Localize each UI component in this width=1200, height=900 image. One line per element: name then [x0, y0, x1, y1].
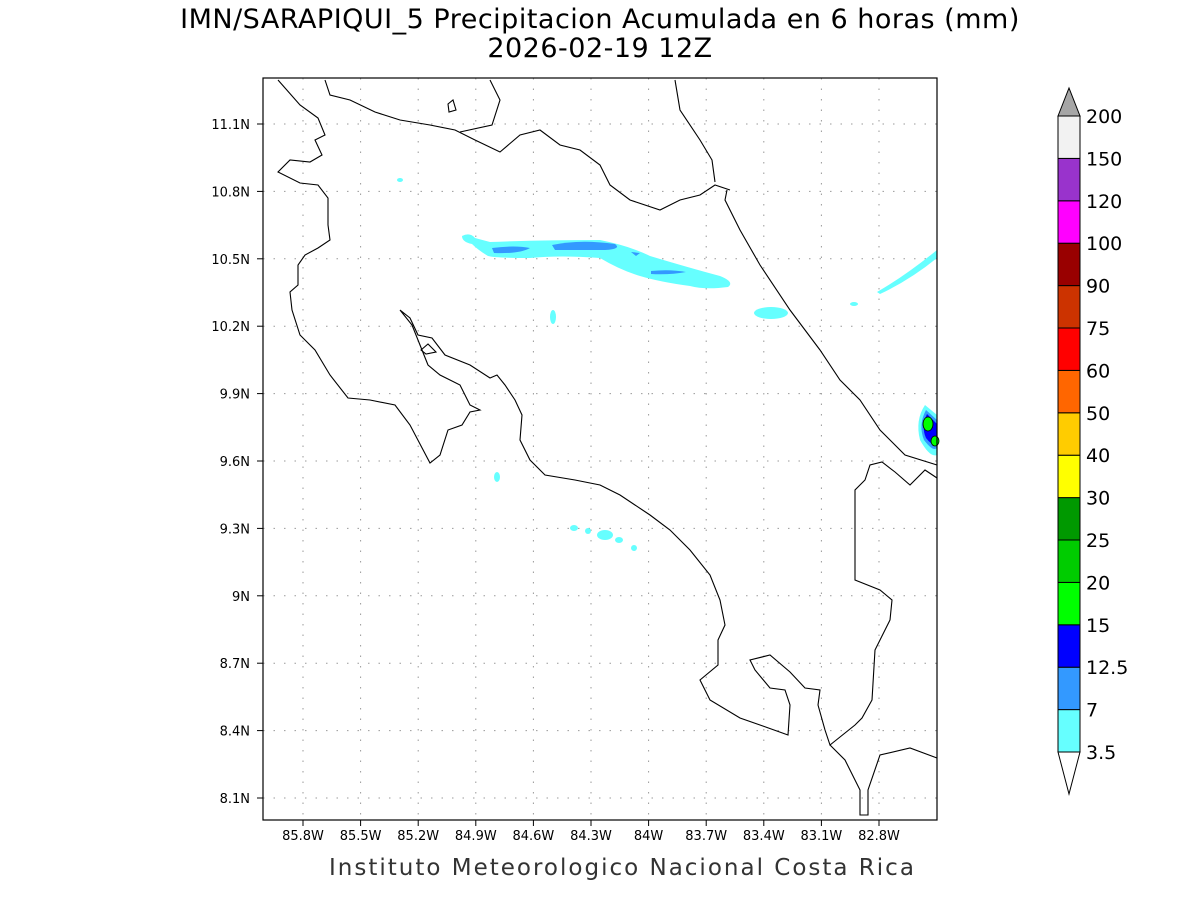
rain-cell-east-15b — [930, 435, 940, 447]
rain-patch — [397, 178, 403, 182]
lat-label: 8.7N — [220, 657, 250, 672]
colorbar-label: 40 — [1086, 445, 1110, 467]
colorbar-label: 50 — [1086, 403, 1110, 425]
colorbar-swatch — [1057, 666, 1081, 711]
colorbar-label: 30 — [1086, 488, 1110, 510]
colorbar-swatch — [1057, 454, 1081, 499]
lat-label: 11.1N — [211, 118, 250, 133]
colorbar-label: 120 — [1086, 191, 1122, 213]
lat-label: 8.4N — [220, 725, 250, 740]
lat-label: 9N — [232, 590, 250, 605]
lon-label: 85.5W — [340, 829, 382, 844]
rain-band-east — [877, 250, 937, 294]
lat-label: 9.9N — [220, 388, 250, 403]
map-title: IMN/SARAPIQUI_5 Precipitacion Acumulada … — [180, 4, 1020, 35]
colorbar-swatch — [1057, 285, 1081, 329]
colorbar-label: 12.5 — [1086, 657, 1128, 679]
san-juan-river — [674, 79, 716, 183]
coastlines — [277, 79, 938, 816]
colorbar-label: 3.5 — [1086, 742, 1116, 764]
rain-patch — [550, 310, 556, 324]
colorbar-swatch — [1057, 242, 1081, 287]
caribbean-coast — [724, 189, 938, 466]
lake-shore-north — [459, 79, 501, 133]
colorbar-swatch — [1057, 709, 1081, 753]
colorbar-label: 200 — [1086, 106, 1122, 128]
lon-label: 84.3W — [570, 829, 612, 844]
axis-labels: 85.8W 85.5W 85.2W 84.9W 84.6W 84.3W 84W 83.7W 83… — [211, 118, 900, 844]
lon-label: 85.2W — [397, 829, 439, 844]
rain-patch — [570, 525, 578, 531]
colorbar: 3.5 7 12.5 15 20 25 30 40 50 60 75 90 100 120 150 200 — [1057, 86, 1128, 796]
lon-label: 82.8W — [858, 829, 900, 844]
lon-label: 85.8W — [282, 829, 324, 844]
lat-label: 9.6N — [220, 455, 250, 470]
colorbar-swatch — [1057, 369, 1081, 414]
lon-label: 84.6W — [512, 829, 554, 844]
rain-patch — [585, 528, 591, 534]
colorbar-swatch — [1057, 200, 1081, 244]
pacific-coast-south — [829, 744, 938, 816]
lon-label: 83.1W — [800, 829, 842, 844]
colorbar-swatch — [1057, 115, 1081, 159]
precipitation-areas — [397, 178, 940, 551]
colorbar-label: 60 — [1086, 360, 1110, 382]
rain-band-core-3 — [631, 252, 640, 256]
rain-patch — [631, 545, 637, 551]
lon-label: 84W — [634, 829, 664, 844]
map-subtitle: 2026-02-19 12Z — [487, 33, 713, 64]
lon-label: 84.9W — [455, 829, 497, 844]
colorbar-swatch — [1057, 624, 1081, 668]
colorbar-over-triangle — [1057, 86, 1081, 117]
colorbar-swatch — [1057, 539, 1081, 583]
gridlines — [263, 78, 937, 820]
rain-band-core-1 — [492, 246, 530, 254]
footer-credit: Instituto Meteorologico Nacional Costa R… — [329, 855, 916, 881]
lat-label: 10.5N — [211, 253, 250, 268]
colorbar-label: 25 — [1086, 530, 1110, 552]
lat-label: 10.8N — [211, 185, 250, 200]
rain-patch — [494, 472, 500, 482]
colorbar-swatch — [1057, 157, 1081, 202]
colorbar-swatch — [1057, 327, 1081, 371]
colorbar-swatch — [1057, 581, 1081, 626]
colorbar-label: 90 — [1086, 276, 1110, 298]
colorbar-label: 15 — [1086, 615, 1110, 637]
lat-label: 8.1N — [220, 792, 250, 807]
lon-label: 83.4W — [743, 829, 785, 844]
colorbar-label: 7 — [1086, 700, 1098, 722]
rain-band-core-2 — [552, 241, 618, 250]
colorbar-label: 75 — [1086, 318, 1110, 340]
rain-band-core-4 — [651, 270, 686, 275]
colorbar-under-triangle — [1057, 751, 1081, 796]
lat-label: 10.2N — [211, 320, 250, 335]
lake-nicaragua-shore — [324, 79, 731, 211]
island — [447, 99, 457, 113]
colorbar-label: 100 — [1086, 233, 1122, 255]
rain-cell-east-15 — [922, 416, 934, 432]
colorbar-swatch — [1057, 497, 1081, 541]
island-nicoya — [420, 343, 438, 355]
rain-patch — [754, 307, 788, 319]
lat-label: 9.3N — [220, 522, 250, 537]
colorbar-swatch — [1057, 412, 1081, 456]
map-frame — [262, 77, 938, 821]
lon-label: 83.7W — [685, 829, 727, 844]
rain-patch — [597, 530, 613, 540]
colorbar-label: 20 — [1086, 572, 1110, 594]
rain-patch — [850, 302, 858, 306]
rain-patch — [615, 537, 623, 543]
colorbar-label: 150 — [1086, 148, 1122, 170]
